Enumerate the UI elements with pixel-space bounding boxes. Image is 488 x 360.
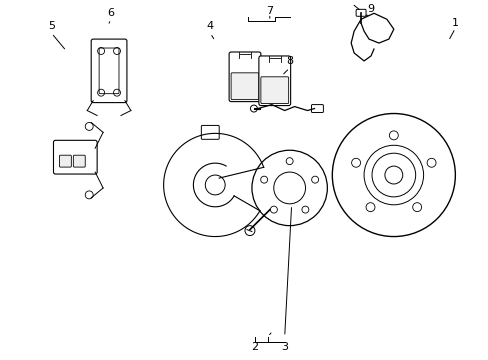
FancyBboxPatch shape [260,77,288,104]
Text: 9: 9 [366,4,374,14]
FancyBboxPatch shape [99,48,119,94]
Text: 1: 1 [451,18,458,28]
FancyBboxPatch shape [231,73,258,100]
FancyBboxPatch shape [229,52,260,102]
FancyBboxPatch shape [91,39,127,103]
FancyBboxPatch shape [355,9,366,16]
FancyBboxPatch shape [201,125,219,139]
FancyBboxPatch shape [311,105,323,113]
Text: 5: 5 [48,21,55,31]
Text: 8: 8 [285,56,293,66]
FancyBboxPatch shape [258,56,290,105]
Text: 6: 6 [107,8,114,18]
Text: 4: 4 [206,21,213,31]
Text: 7: 7 [265,6,273,16]
FancyBboxPatch shape [53,140,97,174]
FancyBboxPatch shape [60,155,71,167]
Text: 3: 3 [281,342,287,352]
FancyBboxPatch shape [73,155,85,167]
Text: 2: 2 [251,342,258,352]
